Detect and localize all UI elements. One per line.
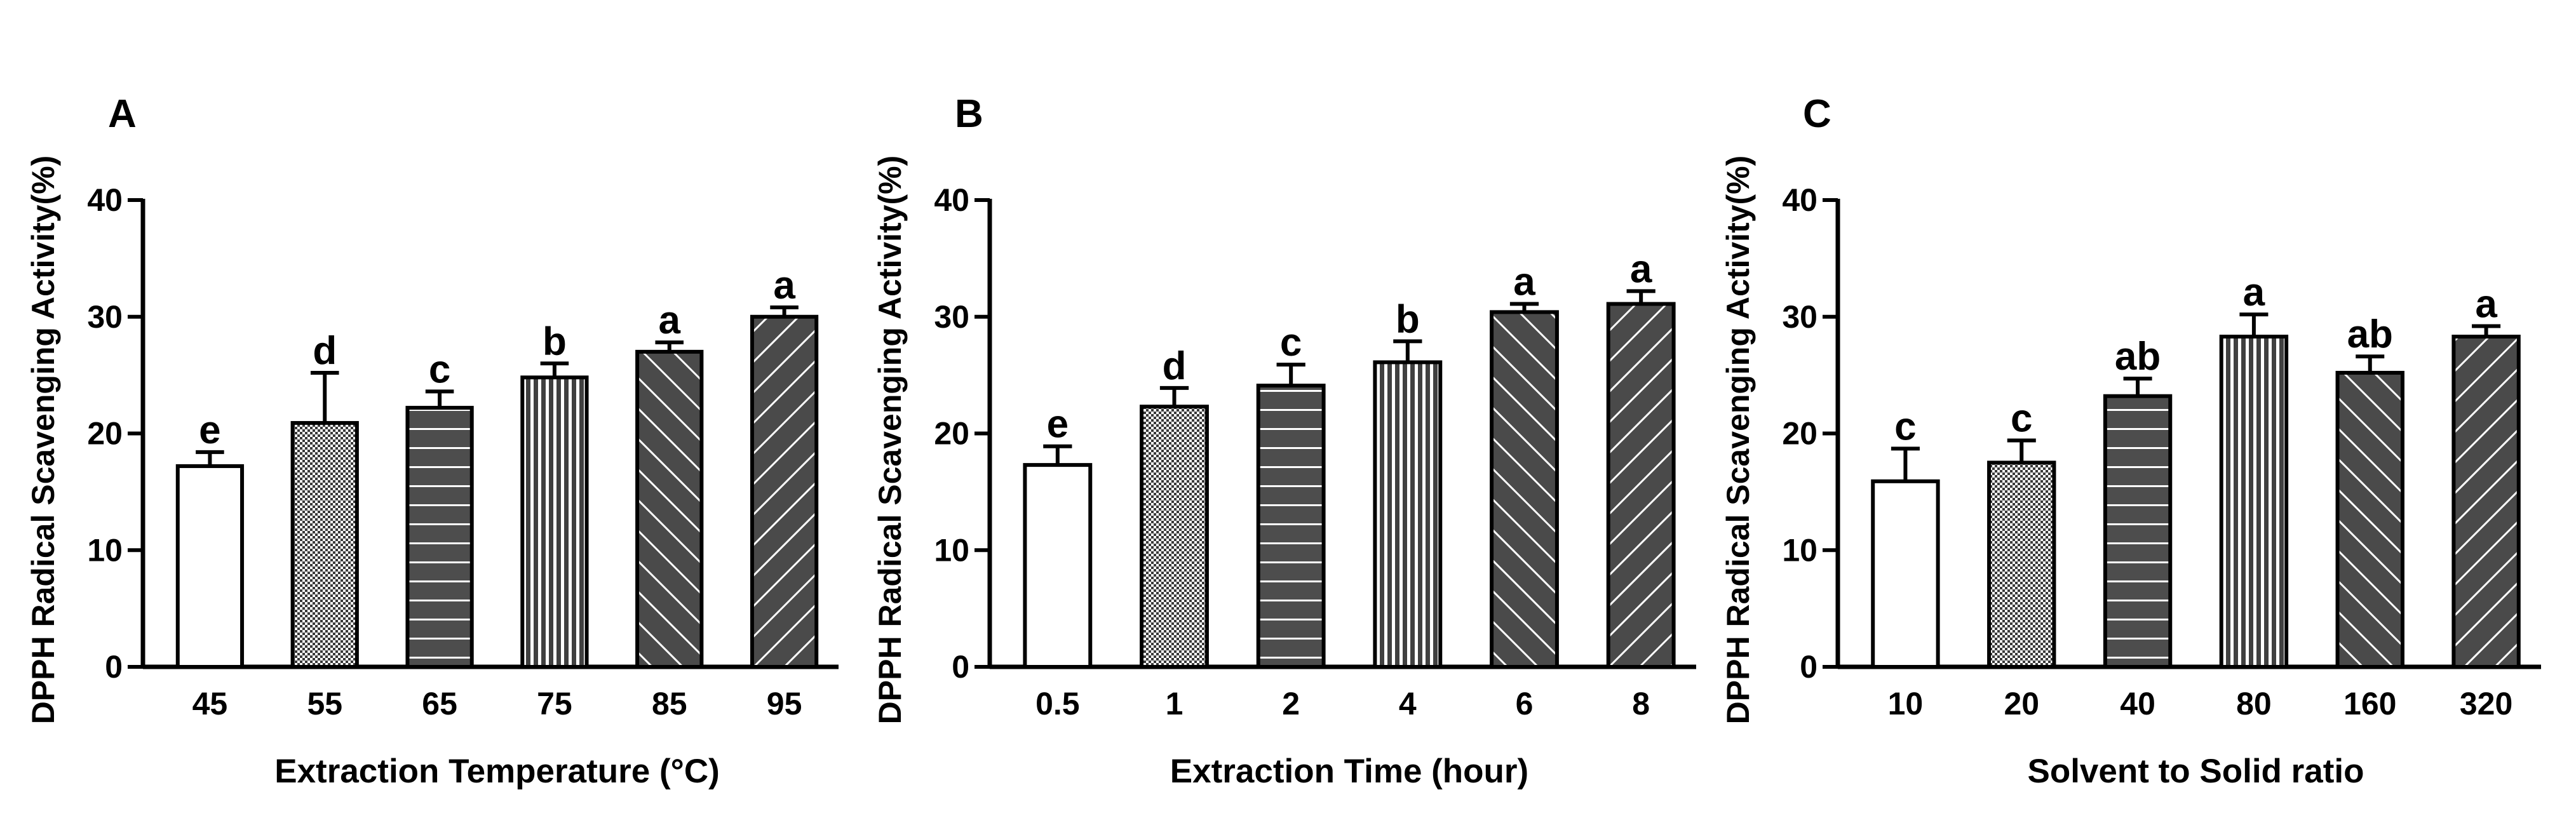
y-axis-label: DPPH Radical Scavenging Activity(%) xyxy=(25,156,61,725)
significance-letter: a xyxy=(659,298,681,342)
bar xyxy=(405,406,474,669)
x-tick-label: 65 xyxy=(422,686,457,721)
y-tick-label: 10 xyxy=(87,532,123,568)
y-tick-label: 0 xyxy=(1800,649,1817,685)
x-tick-label: 55 xyxy=(307,686,342,721)
y-tick-label: 40 xyxy=(1782,182,1817,218)
significance-letter: d xyxy=(313,329,337,373)
y-tick-label: 40 xyxy=(934,182,969,218)
y-tick-label: 10 xyxy=(934,532,969,568)
x-tick-label: 2 xyxy=(1282,686,1300,721)
y-tick-label: 20 xyxy=(934,416,969,452)
x-tick-label: 80 xyxy=(2236,686,2272,721)
significance-letter: d xyxy=(1163,344,1187,388)
bar xyxy=(1140,405,1209,669)
x-axis-label: Extraction Time (hour) xyxy=(1170,753,1528,790)
bar xyxy=(1256,384,1326,669)
bar xyxy=(2219,334,2289,669)
significance-letter: c xyxy=(2011,397,2032,441)
significance-letter: ab xyxy=(2115,335,2161,379)
bar xyxy=(1490,310,1559,669)
y-tick-label: 10 xyxy=(1782,532,1817,568)
significance-letter: b xyxy=(1396,297,1420,341)
bar xyxy=(175,464,245,669)
bar xyxy=(2335,370,2404,669)
x-tick-label: 20 xyxy=(2004,686,2039,721)
significance-letter: e xyxy=(1047,403,1069,446)
x-tick-label: 45 xyxy=(192,686,228,721)
y-tick-label: 30 xyxy=(87,299,123,335)
significance-letter: ab xyxy=(2347,312,2393,356)
y-axis-label: DPPH Radical Scavenging Activity(%) xyxy=(872,156,908,725)
significance-letter: a xyxy=(1630,247,1652,291)
panel-b: B DPPH Radical Scavenging Activity(%) 0 10 2… xyxy=(872,92,1696,790)
x-tick-label: 8 xyxy=(1632,686,1650,721)
panel-label: A xyxy=(108,92,137,136)
significance-letter: a xyxy=(773,264,795,307)
bar xyxy=(1373,360,1443,669)
significance-letter: c xyxy=(1894,405,1916,448)
x-tick-label: 320 xyxy=(2460,686,2512,721)
y-tick-label: 40 xyxy=(87,182,123,218)
x-tick-label: 1 xyxy=(1166,686,1183,721)
bar xyxy=(2451,334,2521,669)
significance-letter: a xyxy=(2243,271,2265,314)
panel-c: C DPPH Radical Scavenging Activity(%) 0 10 2… xyxy=(1720,92,2541,790)
panel-label: C xyxy=(1803,92,1831,136)
x-tick-label: 4 xyxy=(1399,686,1417,721)
panel-label: B xyxy=(955,92,983,136)
x-tick-label: 0.5 xyxy=(1035,686,1080,721)
bar xyxy=(635,349,704,669)
y-tick-label: 30 xyxy=(1782,299,1817,335)
bar xyxy=(1987,460,2056,669)
x-tick-label: 75 xyxy=(537,686,572,721)
bar xyxy=(290,420,359,669)
bar xyxy=(520,375,589,669)
x-tick-label: 10 xyxy=(1888,686,1924,721)
x-tick-label: 6 xyxy=(1516,686,1534,721)
y-tick-label: 20 xyxy=(87,416,123,452)
x-tick-label: 40 xyxy=(2120,686,2155,721)
y-tick-label: 30 xyxy=(934,299,969,335)
x-tick-label: 85 xyxy=(652,686,687,721)
x-axis-label: Extraction Temperature (°C) xyxy=(274,753,720,790)
y-tick-label: 0 xyxy=(952,649,969,685)
bar xyxy=(1871,479,1940,669)
bar xyxy=(2103,394,2173,669)
significance-letter: c xyxy=(429,347,450,391)
y-tick-label: 20 xyxy=(1782,416,1817,452)
significance-letter: e xyxy=(199,408,220,452)
significance-letter: a xyxy=(1513,260,1535,304)
bar xyxy=(1023,463,1093,669)
significance-letter: a xyxy=(2475,282,2497,326)
significance-letter: b xyxy=(543,319,567,363)
bar xyxy=(1606,302,1676,669)
y-axis-label: DPPH Radical Scavenging Activity(%) xyxy=(1720,156,1756,725)
x-tick-label: 160 xyxy=(2343,686,2396,721)
significance-letter: c xyxy=(1280,321,1302,365)
x-axis-label: Solvent to Solid ratio xyxy=(2027,753,2364,790)
panel-a: A DPPH Radical Scavenging Activity(%) 0 10 2… xyxy=(25,92,839,790)
x-tick-label: 95 xyxy=(767,686,802,721)
bar xyxy=(750,314,819,669)
y-tick-label: 0 xyxy=(105,649,123,685)
